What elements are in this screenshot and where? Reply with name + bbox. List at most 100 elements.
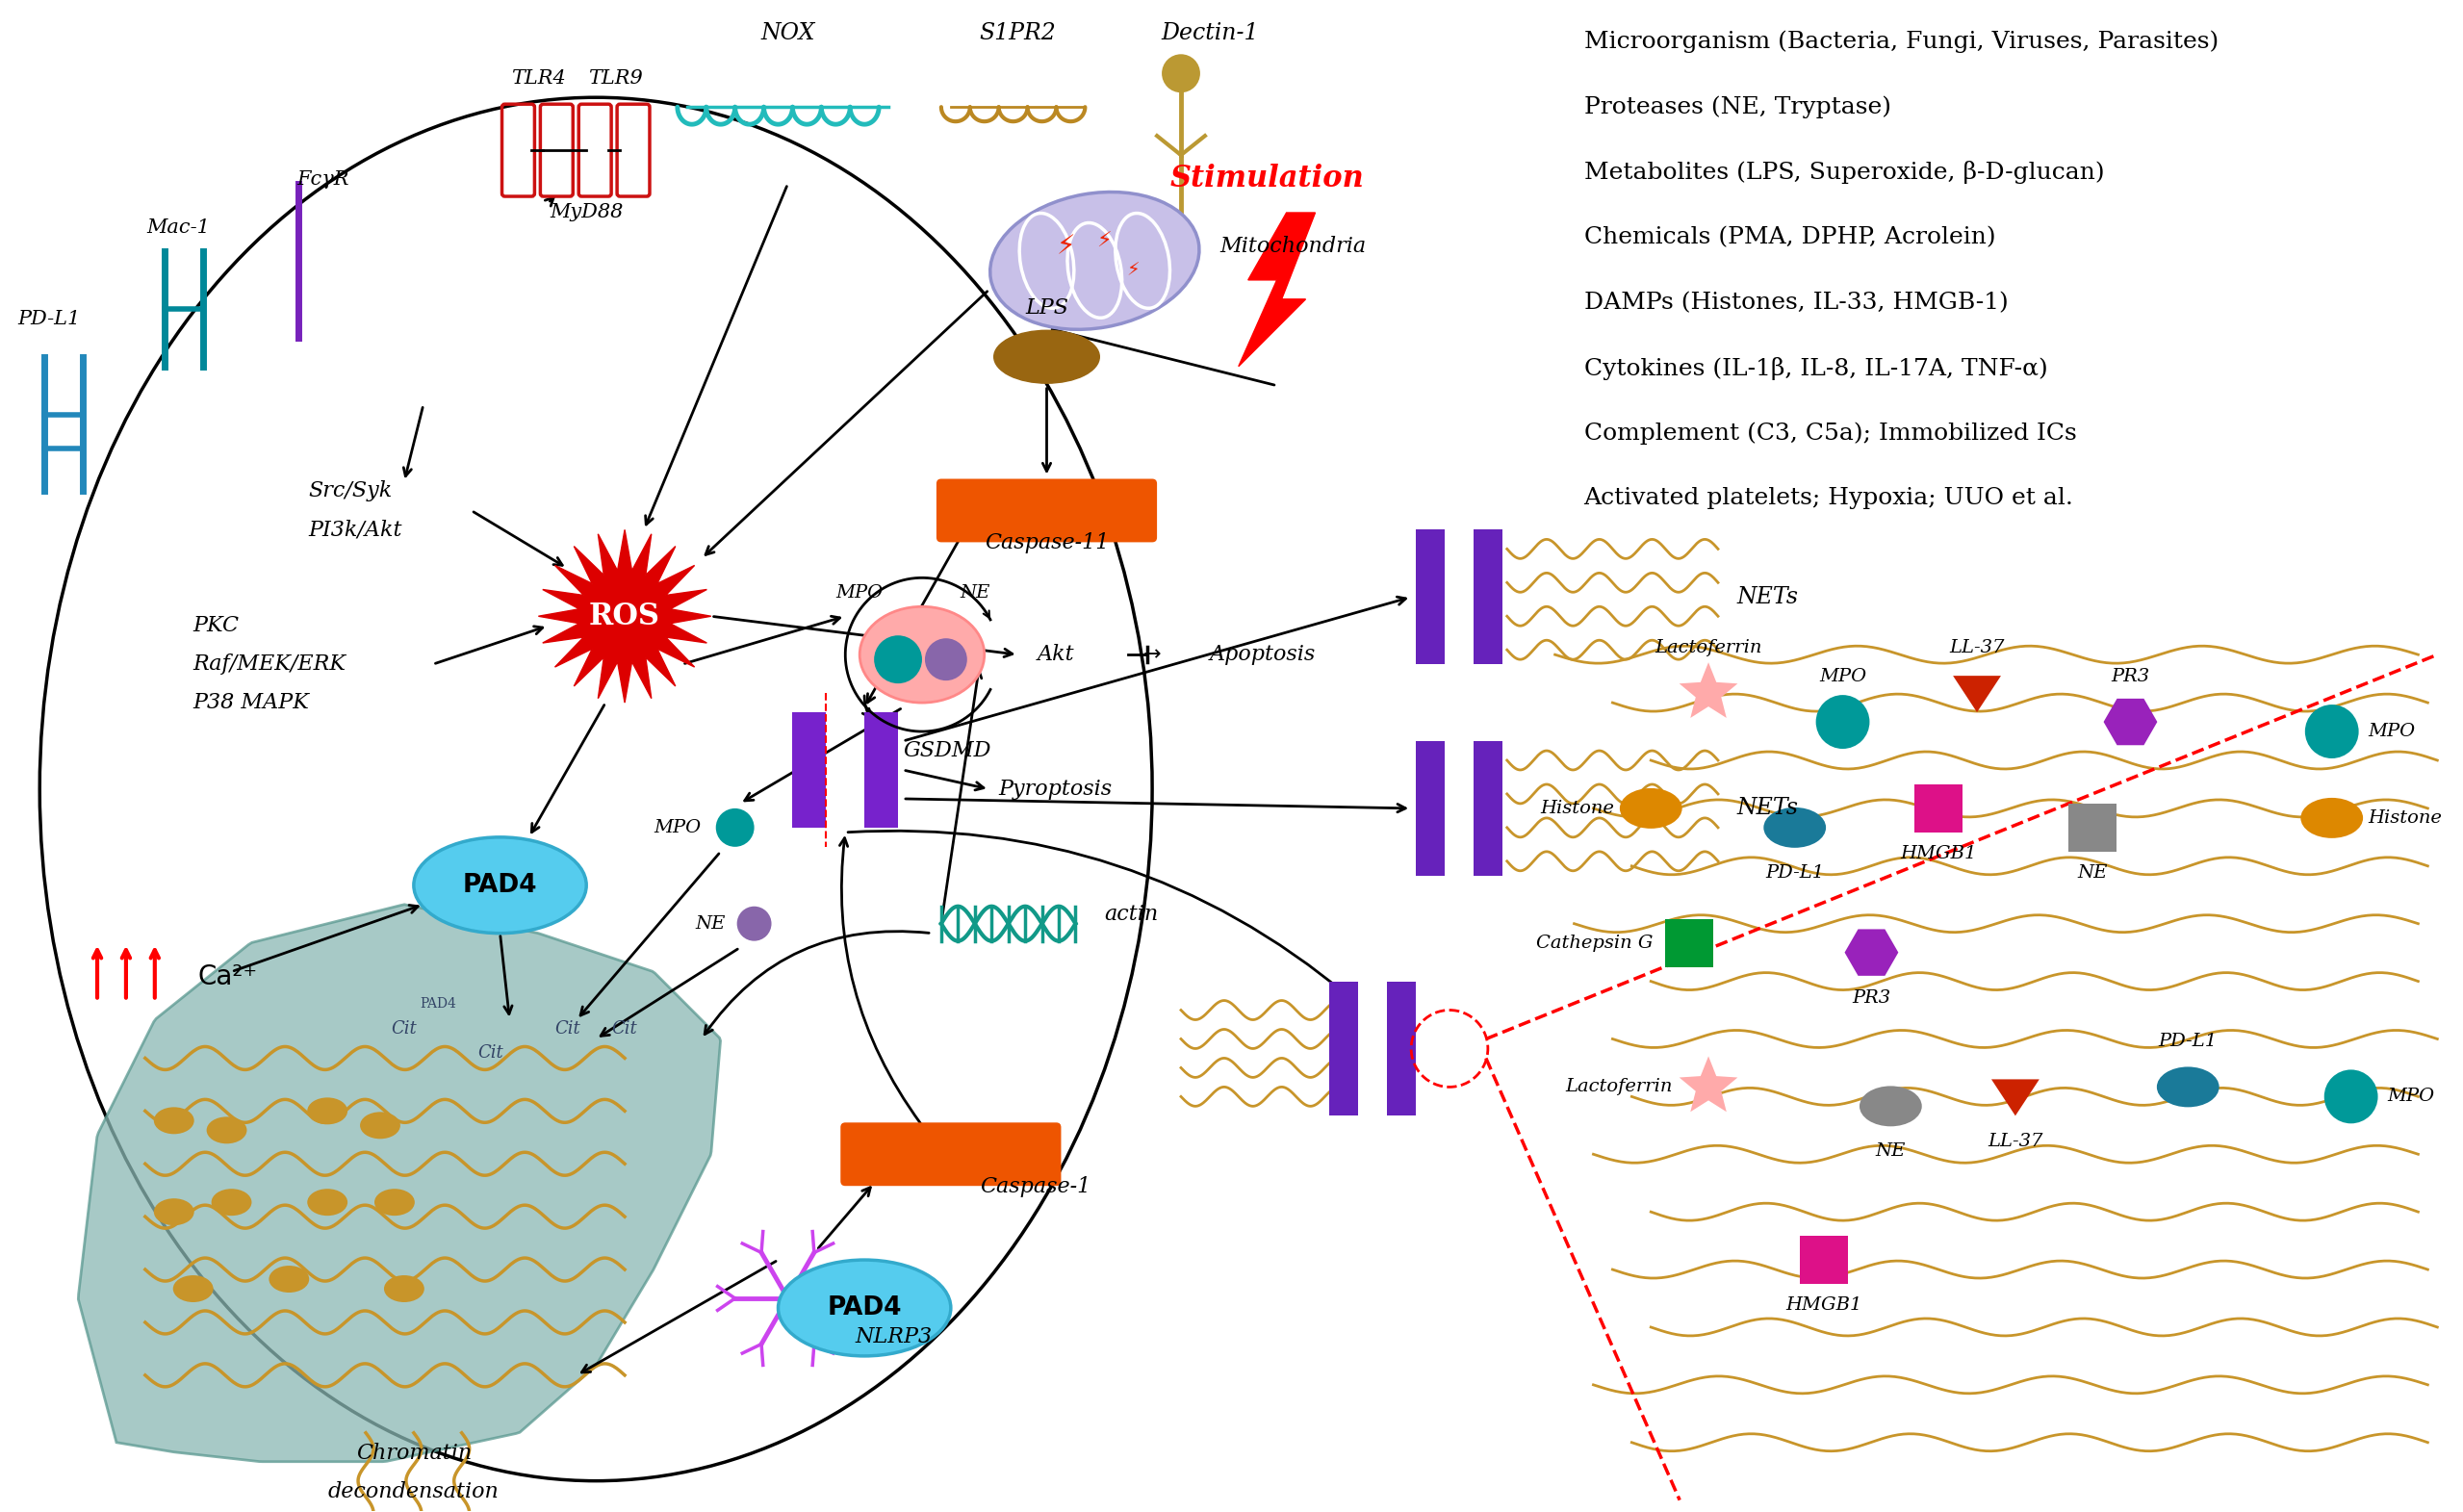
Text: PAD4: PAD4 <box>463 872 537 898</box>
Ellipse shape <box>172 1275 214 1302</box>
Text: Complement (C3, C5a); Immobilized ICs: Complement (C3, C5a); Immobilized ICs <box>1584 422 2076 445</box>
Text: Activated platelets; Hypoxia; UUO et al.: Activated platelets; Hypoxia; UUO et al. <box>1584 487 2074 510</box>
FancyBboxPatch shape <box>865 712 899 827</box>
Text: DAMPs (Histones, IL-33, HMGB-1): DAMPs (Histones, IL-33, HMGB-1) <box>1584 292 2007 313</box>
Ellipse shape <box>212 1188 251 1216</box>
Text: HMGB1: HMGB1 <box>1901 845 1978 862</box>
Ellipse shape <box>778 1259 951 1356</box>
Text: ⚡: ⚡ <box>1096 231 1111 251</box>
Text: Apoptosis: Apoptosis <box>1209 644 1315 665</box>
Ellipse shape <box>860 606 985 703</box>
Text: Histone: Histone <box>1539 800 1613 816</box>
Text: MPO: MPO <box>1820 668 1867 685</box>
Text: MyD88: MyD88 <box>549 204 623 222</box>
FancyBboxPatch shape <box>1473 741 1502 875</box>
Polygon shape <box>1845 930 1899 975</box>
FancyBboxPatch shape <box>1800 1235 1847 1284</box>
Text: PAD4: PAD4 <box>828 1296 901 1320</box>
Text: Metabolites (LPS, Superoxide, β-D-glucan): Metabolites (LPS, Superoxide, β-D-glucan… <box>1584 160 2103 184</box>
Ellipse shape <box>153 1199 195 1225</box>
Text: NE: NE <box>1874 1143 1906 1160</box>
Text: Stimulation: Stimulation <box>1170 163 1365 194</box>
Text: Cit: Cit <box>611 1021 638 1039</box>
Circle shape <box>2325 1069 2377 1123</box>
Text: Lactoferrin: Lactoferrin <box>1655 640 1761 656</box>
Ellipse shape <box>414 838 586 933</box>
Text: PKC: PKC <box>192 615 239 637</box>
Text: PR3: PR3 <box>2111 668 2150 685</box>
Text: Proteases (NE, Tryptase): Proteases (NE, Tryptase) <box>1584 95 1892 118</box>
FancyBboxPatch shape <box>1416 529 1446 664</box>
Text: P38 MAPK: P38 MAPK <box>192 692 310 714</box>
FancyBboxPatch shape <box>1330 981 1360 1116</box>
Text: PAD4: PAD4 <box>419 996 456 1010</box>
Text: NE: NE <box>695 915 727 933</box>
Text: NE: NE <box>2076 863 2108 881</box>
Text: LL-37: LL-37 <box>1948 640 2005 656</box>
Polygon shape <box>1993 1080 2039 1116</box>
Polygon shape <box>1953 676 2000 712</box>
Circle shape <box>736 906 771 940</box>
Ellipse shape <box>207 1117 246 1143</box>
Ellipse shape <box>308 1098 347 1125</box>
Text: Cit: Cit <box>392 1021 416 1039</box>
Text: NETs: NETs <box>1736 587 1798 608</box>
Text: GSDMD: GSDMD <box>904 741 990 762</box>
Text: Microorganism (Bacteria, Fungi, Viruses, Parasites): Microorganism (Bacteria, Fungi, Viruses,… <box>1584 30 2219 53</box>
Text: PR3: PR3 <box>1852 989 1892 1007</box>
Ellipse shape <box>360 1111 401 1139</box>
FancyBboxPatch shape <box>840 1122 1062 1185</box>
Text: →: → <box>1143 646 1160 664</box>
Text: NE: NE <box>961 585 990 602</box>
Text: PD-L1: PD-L1 <box>17 310 81 328</box>
Text: PI3k/Akt: PI3k/Akt <box>308 519 401 540</box>
Text: actin: actin <box>1103 904 1158 925</box>
Text: PD-L1: PD-L1 <box>2158 1033 2217 1051</box>
Text: Caspase-1: Caspase-1 <box>980 1176 1091 1198</box>
Ellipse shape <box>990 192 1199 330</box>
Ellipse shape <box>2300 798 2362 838</box>
Text: Chromatin: Chromatin <box>355 1442 470 1464</box>
FancyBboxPatch shape <box>1914 785 1963 833</box>
Text: LL-37: LL-37 <box>1988 1132 2042 1151</box>
FancyBboxPatch shape <box>936 479 1158 543</box>
Text: Cathepsin G: Cathepsin G <box>1537 934 1653 951</box>
Text: Pyroptosis: Pyroptosis <box>1000 779 1113 800</box>
Text: FcγR: FcγR <box>296 171 350 189</box>
Polygon shape <box>1680 1057 1736 1111</box>
Text: NOX: NOX <box>761 23 815 44</box>
Text: Dectin-1: Dectin-1 <box>1160 23 1259 44</box>
Text: Lactoferrin: Lactoferrin <box>1564 1078 1672 1096</box>
Text: NLRP3: NLRP3 <box>855 1326 931 1347</box>
Text: LPS: LPS <box>1025 298 1069 319</box>
Text: Mitochondria: Mitochondria <box>1219 236 1367 257</box>
Text: Raf/MEK/ERK: Raf/MEK/ERK <box>192 653 347 674</box>
Ellipse shape <box>1621 788 1682 829</box>
Text: Akt: Akt <box>1037 644 1074 665</box>
Text: ⚡: ⚡ <box>1057 233 1076 260</box>
Text: NETs: NETs <box>1736 797 1798 820</box>
FancyBboxPatch shape <box>2069 803 2116 851</box>
Text: Cit: Cit <box>554 1021 581 1039</box>
FancyBboxPatch shape <box>793 712 825 827</box>
FancyBboxPatch shape <box>1416 741 1446 875</box>
Circle shape <box>926 638 968 680</box>
Polygon shape <box>2103 699 2158 745</box>
Text: Mac-1: Mac-1 <box>148 218 209 237</box>
Text: ROS: ROS <box>589 602 660 631</box>
Circle shape <box>874 635 921 683</box>
Circle shape <box>717 809 754 847</box>
Text: Caspase-11: Caspase-11 <box>985 532 1108 553</box>
Ellipse shape <box>268 1266 310 1293</box>
Polygon shape <box>79 904 722 1462</box>
Ellipse shape <box>384 1275 424 1302</box>
Polygon shape <box>1239 213 1315 366</box>
Polygon shape <box>1680 662 1736 718</box>
Text: Ca²⁺: Ca²⁺ <box>197 963 259 990</box>
Text: PD-L1: PD-L1 <box>1766 863 1825 881</box>
Text: MPO: MPO <box>2387 1089 2436 1105</box>
Text: ⚡: ⚡ <box>1126 262 1140 280</box>
Text: TLR4: TLR4 <box>512 70 566 88</box>
FancyBboxPatch shape <box>1387 981 1416 1116</box>
Ellipse shape <box>153 1107 195 1134</box>
